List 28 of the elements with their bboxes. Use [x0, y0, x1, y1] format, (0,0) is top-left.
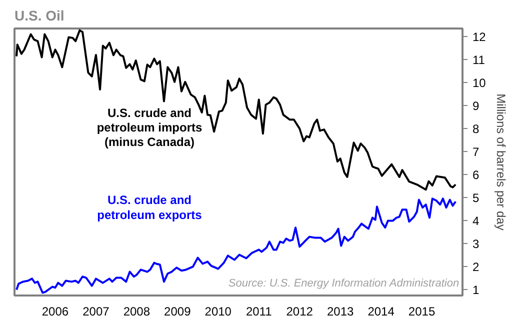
x-tick-label: 2009	[164, 304, 192, 318]
y-tick-label: 11	[472, 53, 486, 68]
series-label: U.S. crude and petroleum imports (minus Canada)	[96, 106, 202, 150]
y-tick-label: 4	[472, 214, 480, 228]
x-tick-label: 2012	[286, 304, 314, 318]
y-tick-label: 6	[472, 168, 480, 182]
x-tick-label: 2014	[368, 304, 395, 318]
y-tick-label: 8	[472, 122, 480, 136]
x-tick-label: 2007	[82, 304, 110, 318]
y-tick-label: 5	[472, 191, 480, 206]
annotation: Source: U.S. Energy Information Administration	[228, 278, 460, 290]
x-tick-label: 2010	[204, 304, 232, 318]
y-tick-label: 1	[472, 283, 480, 298]
text: U.S. crude and petroleum exports	[97, 193, 202, 222]
chart-title: U.S. Oil	[14, 8, 64, 24]
y-tick-label: 2	[472, 260, 480, 274]
line-series	[16, 29, 457, 191]
y-axis-title: Millions of barrels per day	[494, 94, 508, 230]
y-tick-label: 9	[472, 99, 480, 114]
x-tick-label: 2008	[123, 304, 150, 318]
x-tick-label: 2011	[246, 304, 272, 318]
y-tick-label: 12	[472, 30, 486, 44]
y-tick-label: 3	[472, 237, 480, 252]
y-tick-label: 10	[472, 76, 486, 90]
y-tick-label: 7	[472, 145, 480, 160]
x-tick-label: 2013	[326, 304, 354, 318]
x-tick-label: 2015	[408, 304, 436, 318]
x-tick-label: 2006	[42, 304, 69, 318]
